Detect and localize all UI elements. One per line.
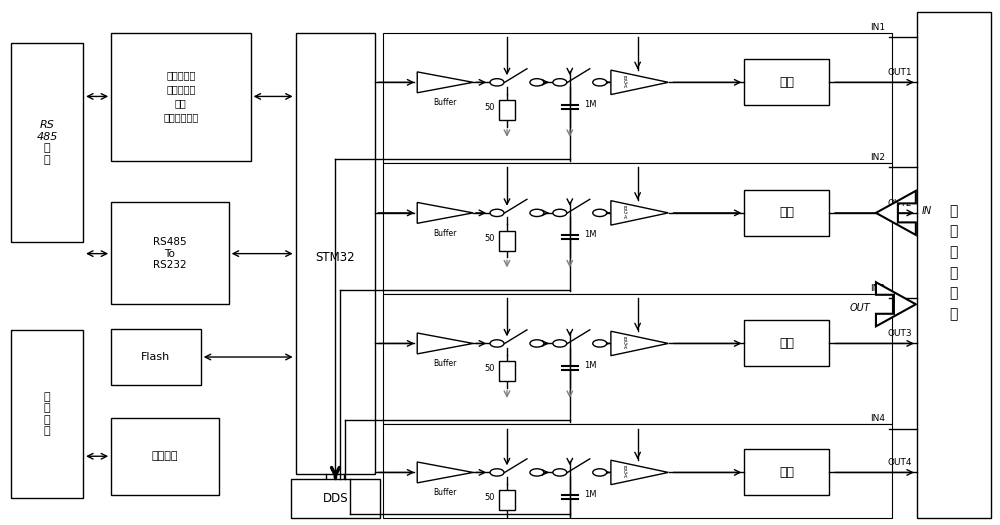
Text: A: A (624, 474, 627, 479)
FancyBboxPatch shape (111, 417, 219, 495)
Text: 1M: 1M (584, 361, 596, 370)
Text: OUT3: OUT3 (887, 329, 912, 338)
Text: A: A (624, 215, 627, 219)
Text: B: B (624, 206, 627, 211)
Text: A: A (624, 84, 627, 89)
Text: Buffer: Buffer (433, 98, 457, 107)
Circle shape (490, 340, 504, 347)
Text: A: A (624, 345, 627, 350)
Polygon shape (611, 331, 668, 355)
FancyBboxPatch shape (383, 33, 892, 163)
FancyBboxPatch shape (11, 330, 83, 498)
FancyBboxPatch shape (917, 12, 991, 518)
Text: 1M: 1M (584, 100, 596, 109)
Text: Flash: Flash (141, 352, 171, 362)
Text: IN3: IN3 (870, 284, 885, 293)
FancyBboxPatch shape (744, 449, 829, 496)
FancyBboxPatch shape (111, 33, 251, 161)
Text: OUT: OUT (849, 303, 870, 313)
FancyBboxPatch shape (383, 163, 892, 294)
Text: Buffer: Buffer (433, 359, 457, 368)
Text: B: B (624, 466, 627, 470)
Text: 电
源
总
线: 电 源 总 线 (44, 392, 51, 436)
Text: RS
485
总
线: RS 485 总 线 (37, 120, 58, 165)
Text: OUT1: OUT1 (887, 68, 912, 77)
FancyBboxPatch shape (744, 320, 829, 366)
Circle shape (490, 79, 504, 86)
Circle shape (593, 340, 607, 347)
Circle shape (553, 340, 567, 347)
Text: 短路、断路
过载、欠压
实时
故障诊断检测: 短路、断路 过载、欠压 实时 故障诊断检测 (163, 70, 199, 122)
Text: 50: 50 (485, 494, 495, 502)
Text: Buffer: Buffer (433, 488, 457, 497)
Polygon shape (876, 191, 916, 235)
Circle shape (593, 469, 607, 476)
Polygon shape (417, 72, 473, 93)
Text: 50: 50 (485, 103, 495, 112)
Circle shape (593, 79, 607, 86)
Circle shape (553, 209, 567, 216)
Bar (499, 100, 515, 120)
Bar (499, 231, 515, 251)
FancyBboxPatch shape (111, 329, 201, 385)
Text: IN: IN (922, 206, 932, 216)
Circle shape (490, 469, 504, 476)
Polygon shape (611, 460, 668, 485)
Text: G: G (623, 470, 627, 475)
Text: 1M: 1M (584, 490, 596, 499)
Circle shape (530, 469, 544, 476)
Text: 滤波: 滤波 (779, 76, 794, 89)
Text: IN1: IN1 (870, 23, 885, 32)
Text: OUT4: OUT4 (887, 458, 912, 467)
FancyBboxPatch shape (11, 43, 83, 242)
FancyBboxPatch shape (296, 33, 375, 474)
Text: 1M: 1M (584, 230, 596, 239)
Circle shape (553, 469, 567, 476)
Text: 信
号
输
入
输
出: 信 号 输 入 输 出 (950, 204, 958, 321)
Circle shape (553, 79, 567, 86)
Text: 50: 50 (485, 234, 495, 243)
Text: Buffer: Buffer (433, 228, 457, 237)
FancyBboxPatch shape (111, 203, 229, 304)
Bar (499, 490, 515, 510)
Text: G: G (623, 80, 627, 85)
Polygon shape (417, 462, 473, 483)
Circle shape (530, 340, 544, 347)
Text: 滤波: 滤波 (779, 337, 794, 350)
Text: B: B (624, 337, 627, 342)
FancyBboxPatch shape (291, 479, 380, 518)
Text: IN4: IN4 (870, 414, 885, 423)
Circle shape (530, 79, 544, 86)
Text: 滤波: 滤波 (779, 206, 794, 219)
Text: 滤波: 滤波 (779, 466, 794, 479)
Polygon shape (417, 203, 473, 223)
FancyBboxPatch shape (744, 59, 829, 106)
Circle shape (490, 209, 504, 216)
Text: RS485
To
RS232: RS485 To RS232 (153, 237, 187, 270)
Text: 50: 50 (485, 364, 495, 373)
Text: IN2: IN2 (870, 153, 885, 162)
Circle shape (593, 209, 607, 216)
Text: 电源管理: 电源管理 (152, 452, 178, 461)
Text: B: B (624, 76, 627, 80)
Text: OUT2: OUT2 (887, 198, 912, 208)
Polygon shape (417, 333, 473, 354)
Text: G: G (623, 341, 627, 346)
Polygon shape (611, 201, 668, 225)
Bar (499, 361, 515, 381)
Text: DDS: DDS (323, 492, 348, 505)
FancyBboxPatch shape (383, 424, 892, 518)
FancyBboxPatch shape (744, 190, 829, 236)
Polygon shape (876, 282, 916, 327)
Circle shape (530, 209, 544, 216)
Polygon shape (611, 70, 668, 94)
Text: STM32: STM32 (316, 251, 355, 264)
FancyBboxPatch shape (383, 294, 892, 424)
Text: G: G (623, 211, 627, 215)
